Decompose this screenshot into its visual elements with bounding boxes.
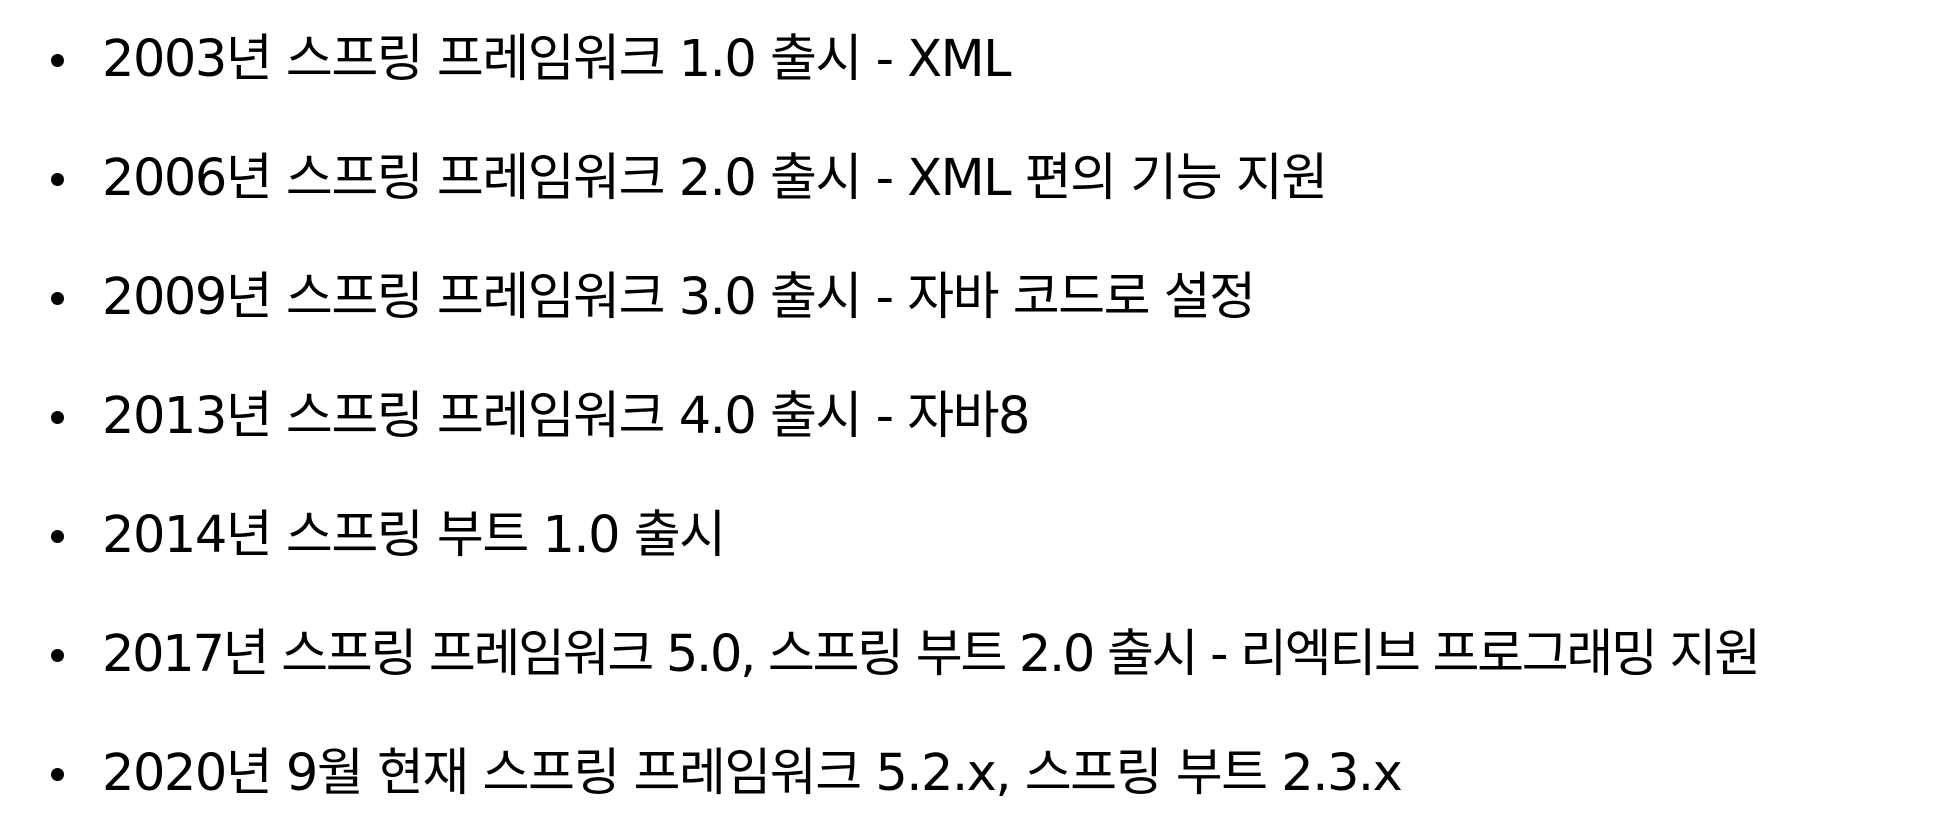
list-item-text: 2006년 스프링 프레임워크 2.0 출시 - XML 편의 기능 지원 <box>102 149 1328 208</box>
list-item: 2003년 스프링 프레임워크 1.0 출시 - XML <box>0 20 1948 100</box>
bullet-icon <box>51 410 64 424</box>
list-item-text: 2003년 스프링 프레임워크 1.0 출시 - XML <box>102 30 1012 89</box>
list-item: 2020년 9월 현재 스프링 프레임워크 5.2.x, 스프링 부트 2.3.… <box>0 734 1948 814</box>
list-item: 2009년 스프링 프레임워크 3.0 출시 - 자바 코드로 설정 <box>0 258 1948 338</box>
bullet-icon <box>51 648 64 662</box>
bullet-icon <box>51 291 64 305</box>
bullet-icon <box>51 529 64 543</box>
list-item-text: 2014년 스프링 부트 1.0 출시 <box>102 506 726 565</box>
bullet-icon <box>51 172 64 186</box>
list-item-text: 2009년 스프링 프레임워크 3.0 출시 - 자바 코드로 설정 <box>102 268 1256 327</box>
list-item-text: 2017년 스프링 프레임워크 5.0, 스프링 부트 2.0 출시 - 리엑티… <box>102 625 1761 684</box>
list-item-text: 2013년 스프링 프레임워크 4.0 출시 - 자바8 <box>102 387 1030 446</box>
list-item: 2013년 스프링 프레임워크 4.0 출시 - 자바8 <box>0 377 1948 457</box>
list-item: 2014년 스프링 부트 1.0 출시 <box>0 496 1948 576</box>
list-item: 2006년 스프링 프레임워크 2.0 출시 - XML 편의 기능 지원 <box>0 139 1948 219</box>
bullet-icon <box>51 53 64 67</box>
list-item: 2017년 스프링 프레임워크 5.0, 스프링 부트 2.0 출시 - 리엑티… <box>0 615 1948 695</box>
bullet-icon <box>51 767 64 781</box>
list-item-text: 2020년 9월 현재 스프링 프레임워크 5.2.x, 스프링 부트 2.3.… <box>102 744 1403 803</box>
